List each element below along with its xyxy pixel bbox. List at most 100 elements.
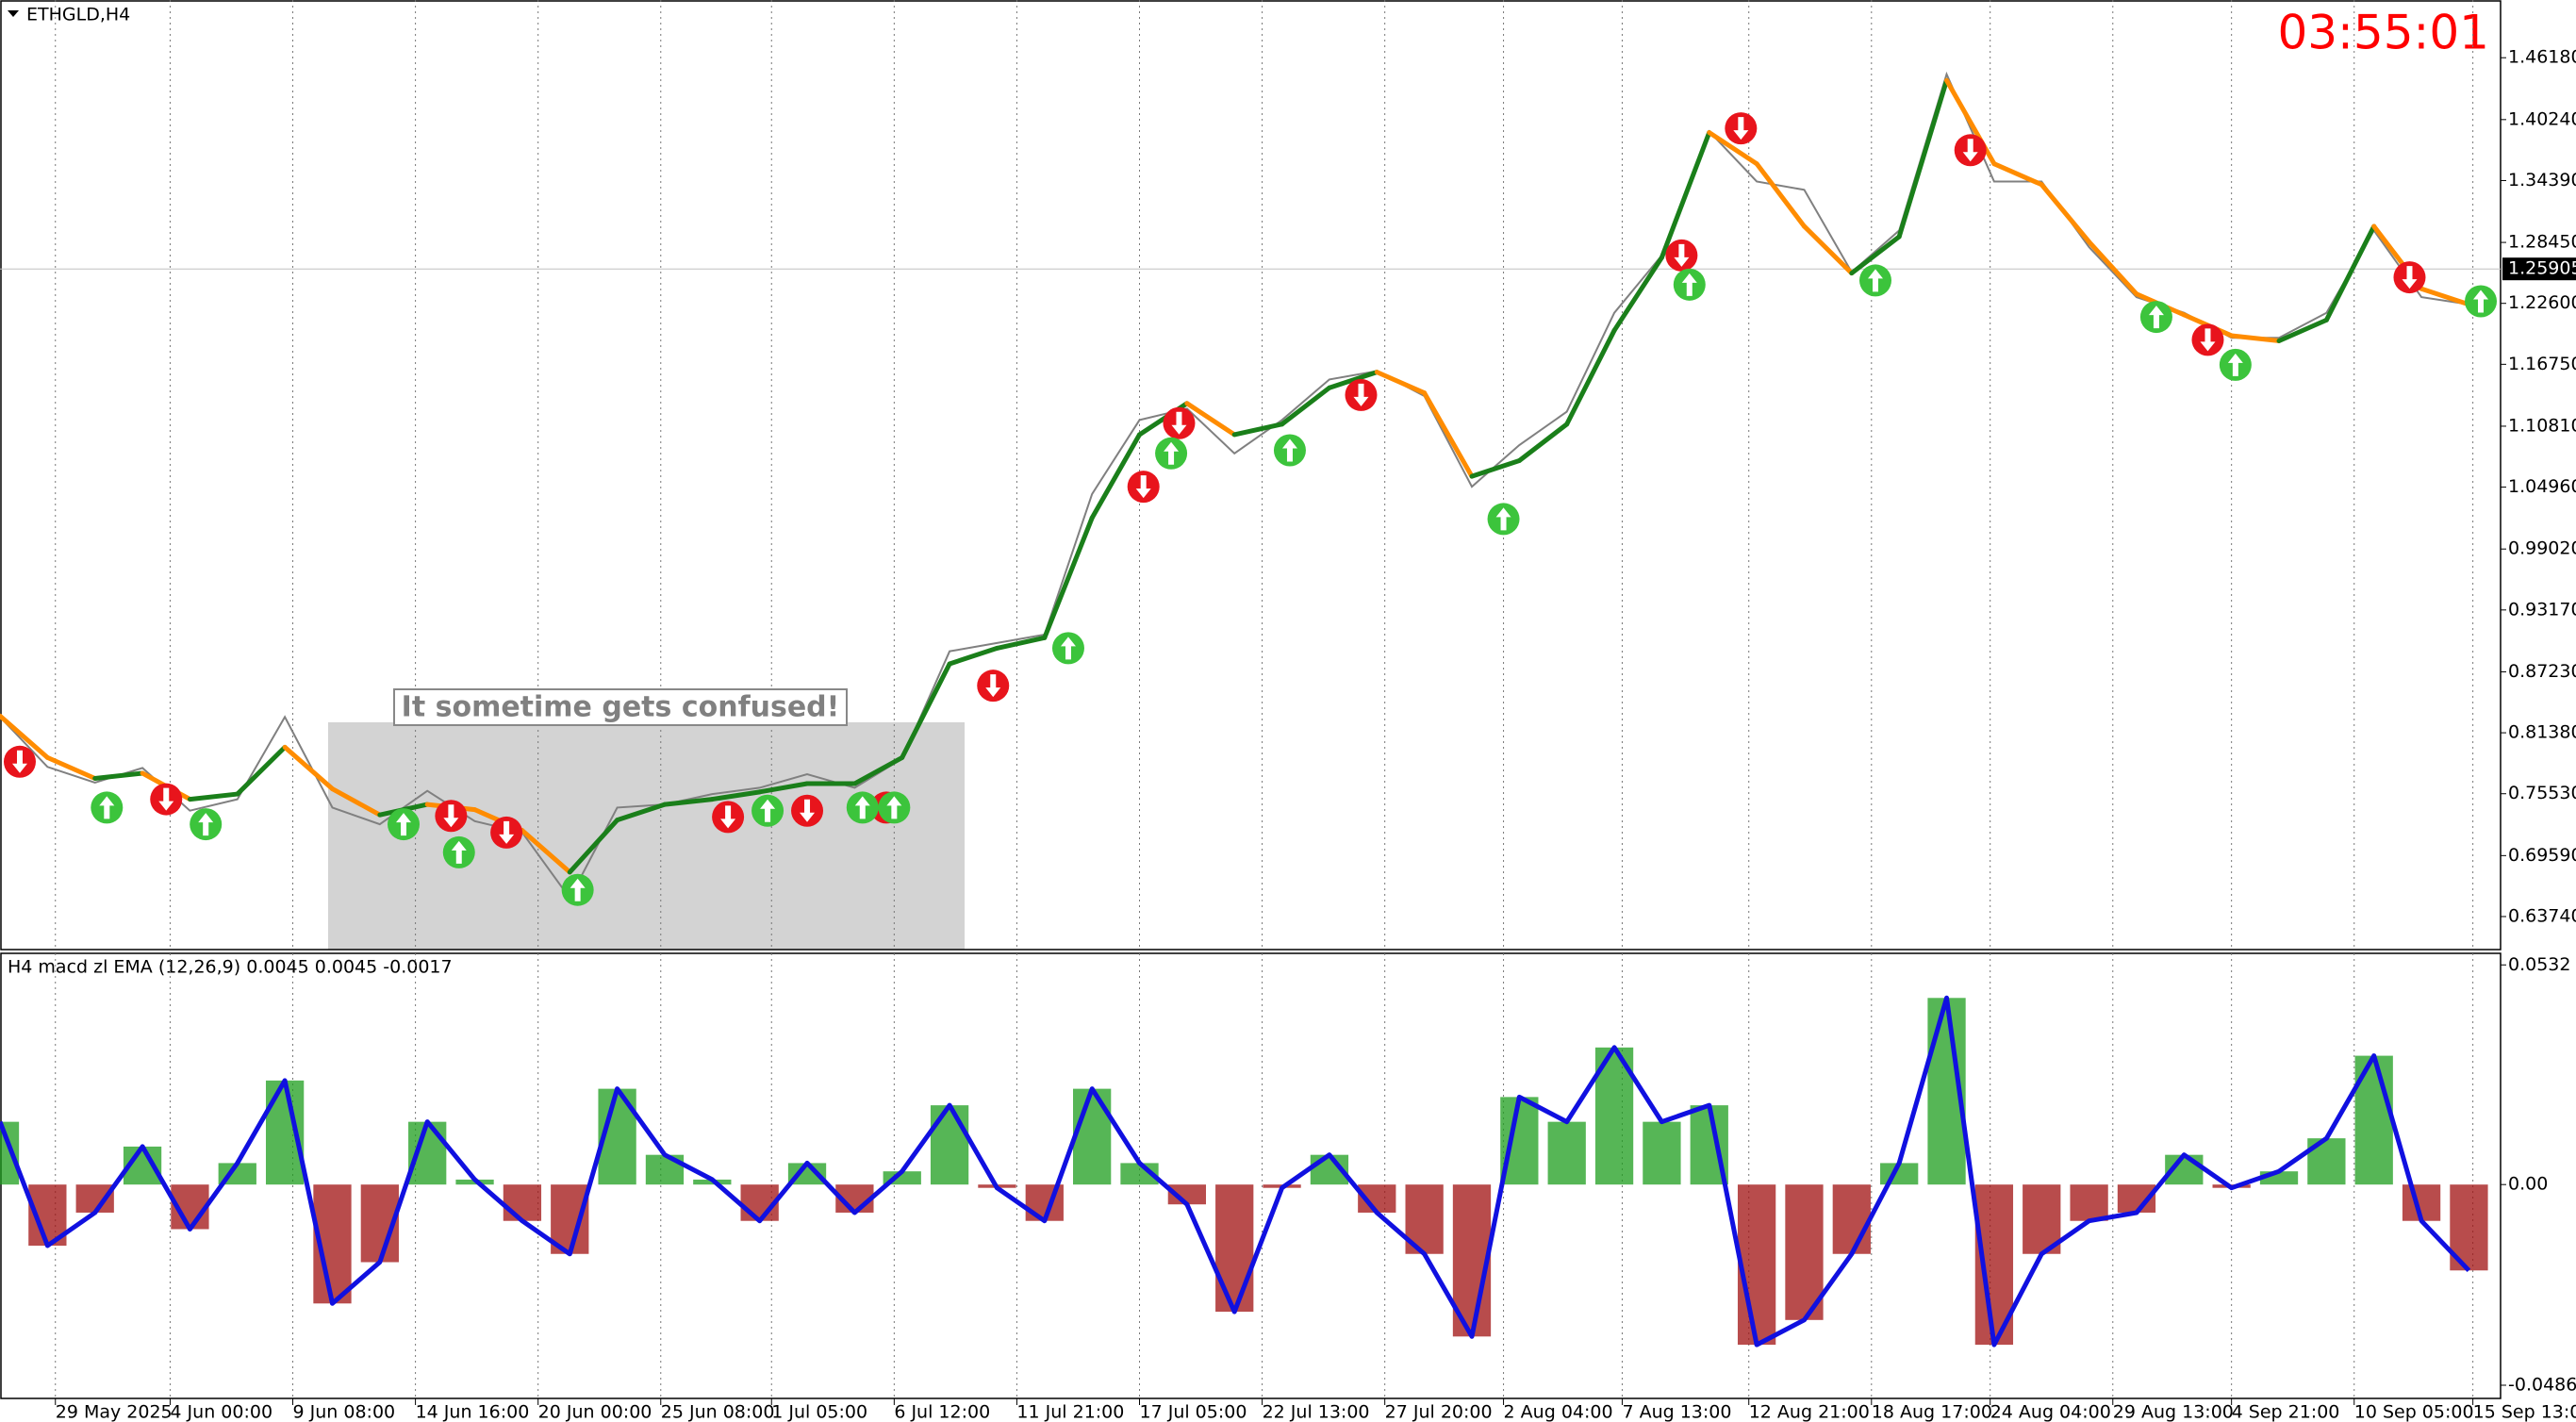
y-tick-label: 1.34390	[2508, 170, 2576, 190]
y-tick-label: 0.99020	[2508, 538, 2576, 559]
x-tick-label: 27 Jul 20:00	[1385, 1402, 1493, 1422]
trend-segment	[1896, 77, 1950, 240]
trend-segment	[329, 786, 383, 818]
x-tick-label: 12 Aug 21:00	[1749, 1402, 1870, 1422]
signal-arrow	[1353, 383, 1369, 406]
y-tick-label: -0.0486	[2508, 1374, 2576, 1395]
y-tick-label: 1.22600	[2508, 292, 2576, 313]
y-tick-label: 1.16750	[2508, 354, 2576, 374]
signal-arrow	[1164, 441, 1180, 465]
trend-segment	[1801, 223, 1855, 276]
y-tick-label: 1.04960	[2508, 476, 2576, 497]
trend-segment	[1469, 458, 1522, 479]
trend-segment	[1280, 385, 1332, 427]
macd-bar	[2070, 1184, 2108, 1221]
signal-arrow	[985, 674, 1001, 698]
x-tick-label: 20 Jun 00:00	[538, 1402, 652, 1422]
y-tick-label: 0.0532	[2508, 954, 2570, 975]
signal-arrow	[1733, 117, 1749, 141]
y-tick-label: 1.40240	[2508, 108, 2576, 129]
signal-arrow	[800, 799, 816, 822]
menu-triangle[interactable]	[8, 10, 19, 17]
y-tick-label: 1.10810	[2508, 415, 2576, 436]
x-tick-label: 22 Jul 13:00	[1263, 1402, 1370, 1422]
y-tick-label: 1.28450	[2508, 232, 2576, 253]
signal-arrow	[1674, 243, 1690, 267]
signal-arrow	[886, 796, 902, 819]
signal-arrow	[1962, 139, 1978, 162]
macd-bar	[1737, 1184, 1776, 1346]
trend-segment	[520, 828, 572, 875]
price-panel-frame	[0, 0, 2502, 951]
trend-segment	[615, 802, 668, 823]
trend-segment	[1611, 255, 1664, 333]
x-tick-label: 4 Jun 00:00	[170, 1402, 272, 1422]
last-price-label: 1.25905	[2508, 258, 2576, 279]
signal-arrow	[99, 796, 115, 819]
macd-bar	[1832, 1184, 1871, 1254]
y-tick-label: 0.63740	[2508, 905, 2576, 926]
trend-segment	[994, 635, 1048, 651]
signal-arrow	[760, 799, 776, 822]
trend-segment	[1184, 401, 1237, 438]
macd-bar	[1785, 1184, 1824, 1320]
signal-arrow	[198, 813, 214, 836]
signal-arrow	[1060, 637, 1076, 660]
trend-segment	[2087, 240, 2139, 297]
trend-segment	[2039, 182, 2092, 245]
trend-segment	[0, 713, 50, 760]
trend-segment	[187, 791, 240, 802]
y-tick-label: 0.81380	[2508, 722, 2576, 743]
macd-line	[0, 995, 2471, 1348]
signal-arrow	[1171, 411, 1187, 435]
trend-segment	[662, 797, 715, 807]
macd-bar	[1073, 1088, 1112, 1185]
x-tick-label: 7 Aug 13:00	[1622, 1402, 1731, 1422]
x-tick-label: 24 Aug 04:00	[1990, 1402, 2111, 1422]
annotation-box	[393, 688, 848, 726]
signal-arrow	[2200, 328, 2216, 352]
y-tick-label: 0.87230	[2508, 661, 2576, 682]
last-price-box	[2502, 257, 2576, 281]
macd-bar	[1215, 1184, 1254, 1313]
trend-segment	[2276, 317, 2329, 343]
x-tick-label: 25 Jun 08:00	[661, 1402, 775, 1422]
signal-arrow	[158, 787, 174, 811]
macd-title: H4 macd zl EMA (12,26,9) 0.0045 0.0045 -…	[8, 957, 453, 978]
x-tick-label: 17 Jul 05:00	[1140, 1402, 1247, 1422]
trend-segment	[1042, 515, 1095, 640]
trend-segment	[2419, 286, 2471, 307]
macd-bar	[1167, 1184, 1207, 1205]
signal-arrow	[451, 840, 467, 864]
signal-arrow	[2402, 266, 2418, 289]
trend-segment	[851, 754, 905, 786]
y-tick-label: 1.46180	[2508, 47, 2576, 68]
x-tick-label: 2 Aug 04:00	[1504, 1402, 1613, 1422]
trend-segment	[709, 789, 763, 802]
signal-arrow	[396, 813, 412, 836]
trend-segment	[1849, 234, 1902, 276]
signal-arrow	[1135, 475, 1151, 499]
signal-arrow	[2227, 353, 2243, 376]
signal-arrow	[1495, 507, 1511, 531]
trend-segment	[2323, 223, 2377, 322]
trend-segment	[1231, 422, 1285, 438]
signal-arrow	[1868, 269, 1883, 292]
x-tick-label: 15 Sep 13:00	[2473, 1402, 2576, 1422]
x-tick-label: 10 Sep 05:00	[2354, 1402, 2474, 1422]
symbol-title: ETHGLD,H4	[26, 5, 130, 25]
clock: 03:55:01	[2277, 6, 2489, 60]
signal-arrow	[11, 750, 27, 773]
macd-bar	[930, 1105, 969, 1185]
x-tick-label: 14 Jun 16:00	[416, 1402, 530, 1422]
trend-segment	[92, 770, 145, 781]
y-tick-label: 0.93170	[2508, 599, 2576, 620]
annotation: It sometime gets confused!	[402, 691, 840, 724]
x-tick-label: 9 Jun 08:00	[293, 1402, 396, 1422]
trend-segment	[44, 754, 98, 781]
trend-segment	[1516, 422, 1570, 464]
macd-bar	[1643, 1121, 1681, 1185]
trend-segment	[282, 744, 335, 792]
macd-bar	[503, 1184, 542, 1221]
